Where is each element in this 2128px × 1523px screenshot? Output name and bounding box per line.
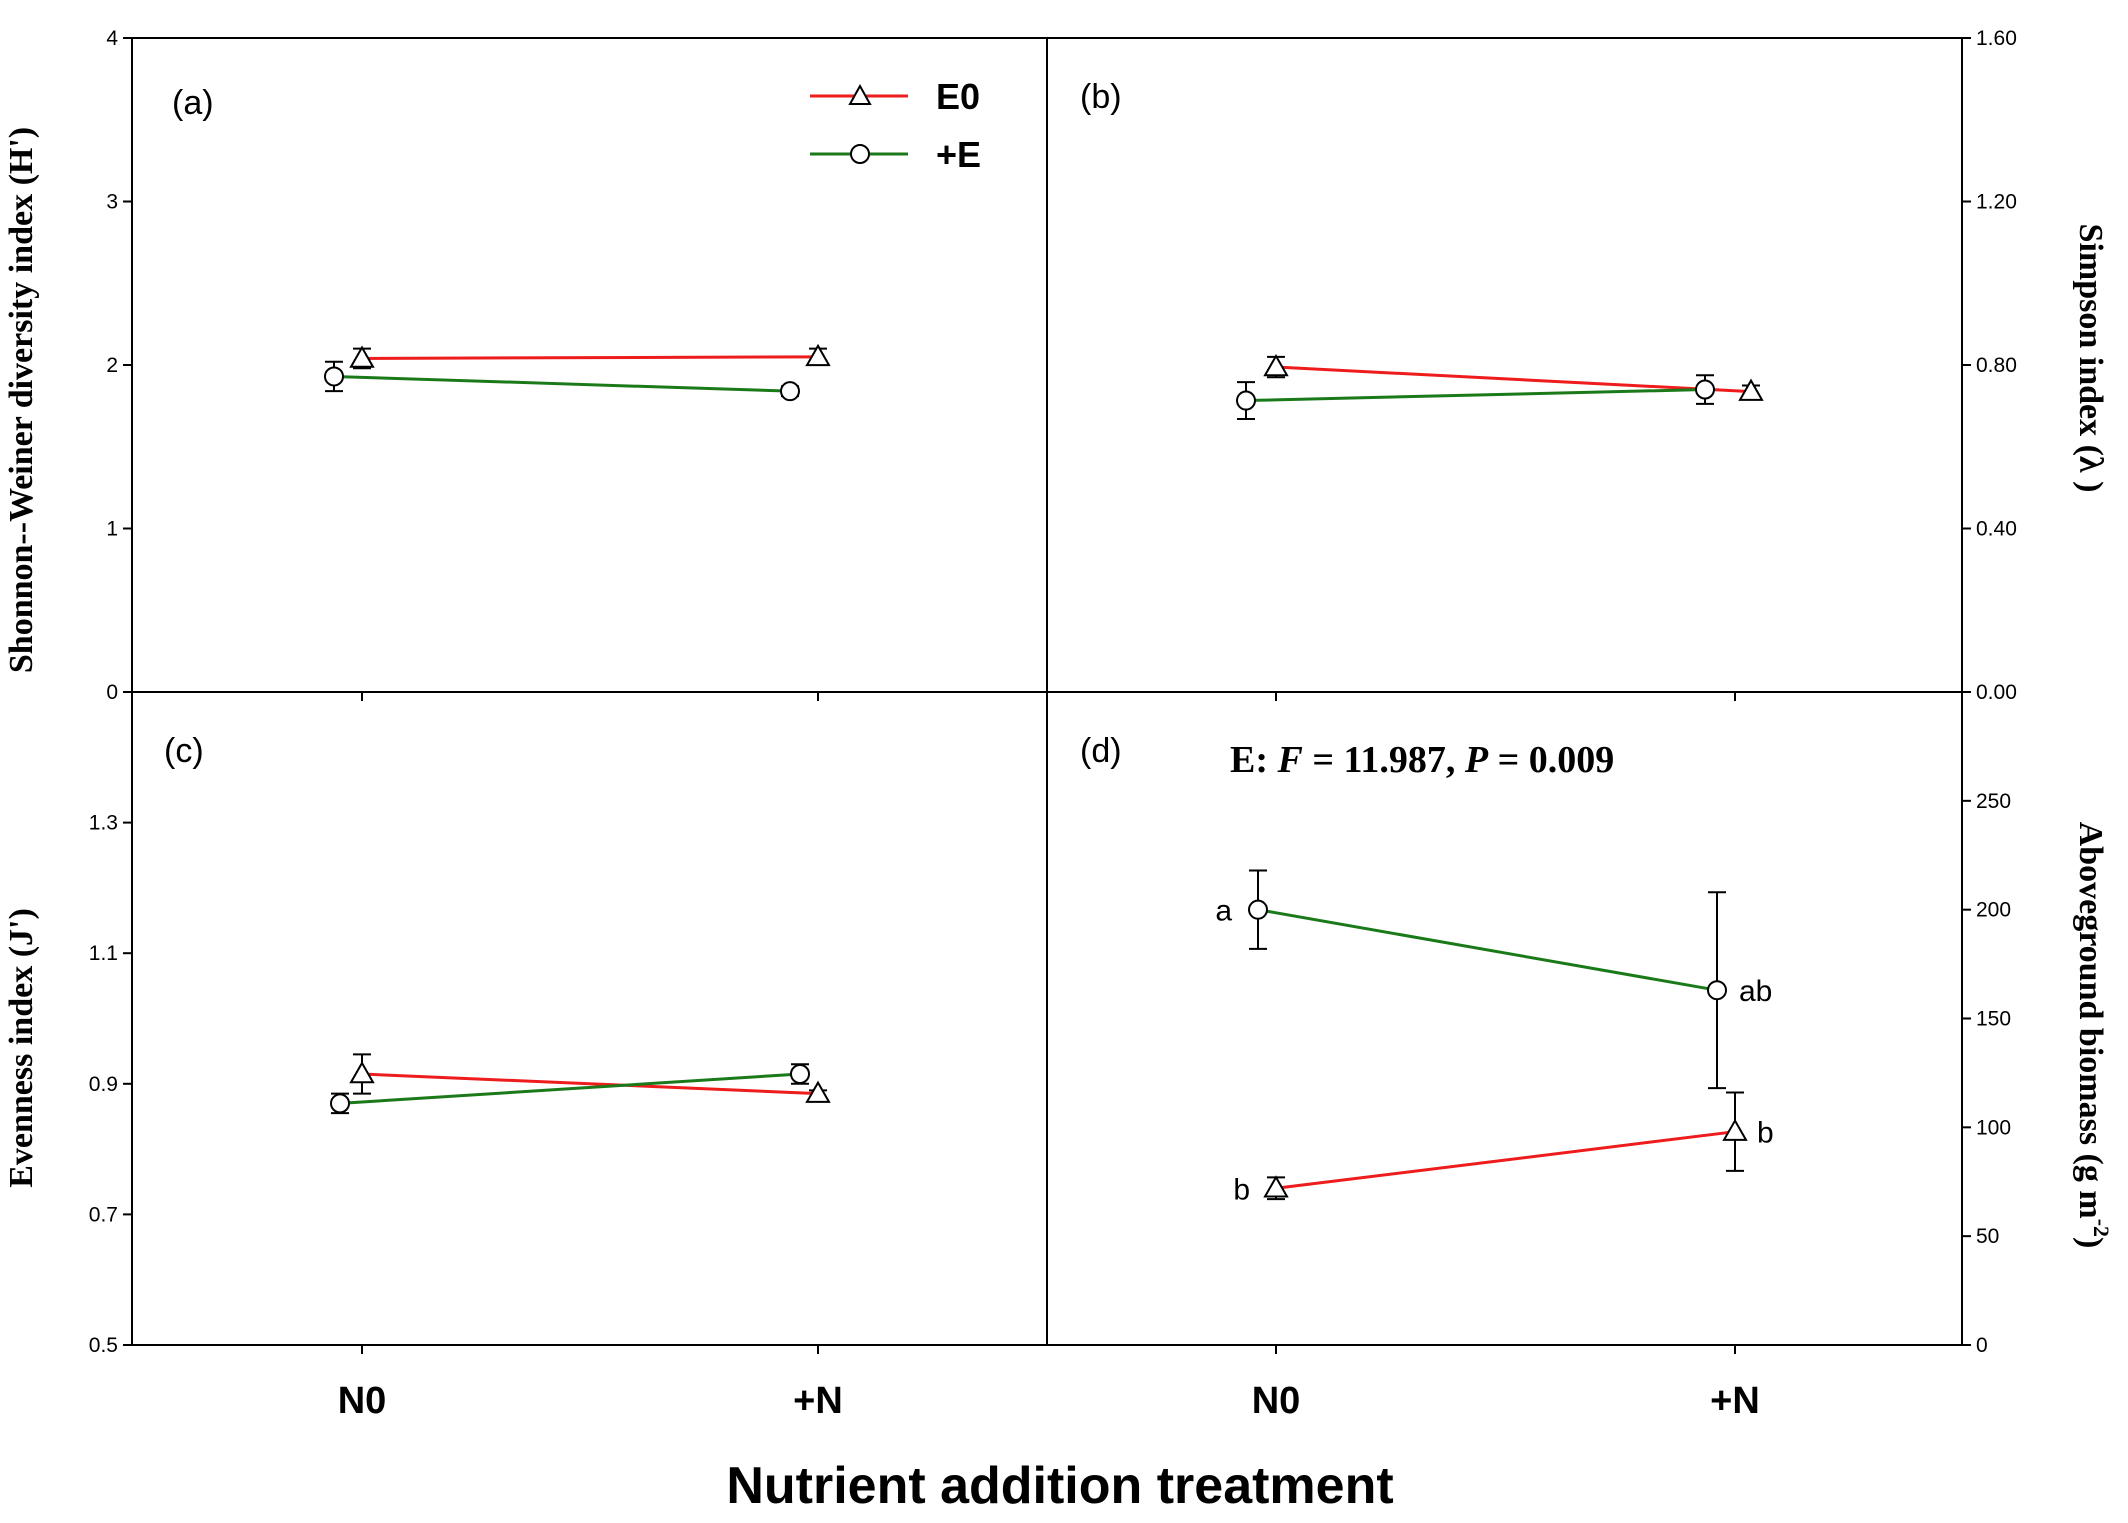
data-point-triangle — [349, 1060, 375, 1084]
series-line — [1275, 365, 1752, 394]
series-e0 — [1263, 354, 1764, 401]
series-plus-e — [324, 360, 800, 402]
y-tick-label: 1.3 — [89, 812, 118, 835]
y-tick-label: 1.1 — [89, 942, 118, 965]
significance-label: b — [1757, 1117, 1774, 1150]
panel-frame — [131, 37, 1963, 1346]
y-axis-title-d-end: ) — [2072, 1237, 2109, 1248]
stat-f-symbol: F — [1277, 739, 1303, 781]
data-point-triangle — [1263, 1175, 1289, 1198]
legend: E0 +E — [810, 76, 981, 175]
data-point-triangle — [805, 1080, 831, 1103]
data-point-circle — [780, 381, 800, 402]
series-line — [1257, 908, 1718, 992]
series-e0: bb — [1233, 1091, 1774, 1206]
y-tick-label: 0 — [106, 681, 118, 704]
y-tick-label: 1.20 — [1976, 191, 2017, 214]
data-point-triangle — [1738, 378, 1764, 401]
data-point-circle — [790, 1064, 810, 1085]
y-tick-label: 50 — [1976, 1225, 1999, 1248]
stat-prefix: E: — [1230, 739, 1278, 781]
y-tick-label: 150 — [1976, 1008, 2011, 1031]
series-line — [1275, 1130, 1736, 1190]
significance-label: b — [1233, 1173, 1250, 1206]
data-point-triangle — [1722, 1118, 1748, 1141]
legend-marker-triangle — [848, 83, 872, 105]
series-e0 — [349, 343, 831, 370]
y-tick-label: 250 — [1976, 790, 2011, 813]
stat-p-value: = 0.009 — [1488, 739, 1614, 781]
panel-tag: (d) — [1080, 732, 1122, 770]
y-tick-label: 0 — [1976, 1334, 1988, 1357]
stat-annotation: E: F = 11.987, P = 0.009 — [1230, 739, 1614, 781]
x-axis-title: Nutrient addition treatment — [726, 1457, 1393, 1515]
y-axis-title-a: Shonnon--Weiner diversity index (H') — [3, 127, 40, 673]
y-tick-label: 0.00 — [1976, 681, 2017, 704]
panel-tag: (c) — [164, 732, 204, 770]
data-point-circle — [1707, 980, 1727, 1001]
data-point-triangle — [349, 345, 375, 368]
y-tick-label: 4 — [106, 27, 118, 50]
y-tick-label: 1 — [106, 518, 118, 541]
y-axis-title-b: Simpson index (λ ) — [2072, 224, 2109, 493]
y-tick-label: 0.40 — [1976, 518, 2017, 541]
x-tick-label: +N — [1710, 1380, 1760, 1422]
y-axis-title-c: Evenness index (J') — [3, 908, 40, 1188]
series-plus-e: a ab — [1215, 869, 1772, 1090]
series-line — [361, 355, 819, 360]
series-line — [333, 374, 791, 393]
data-point-circle — [1236, 390, 1256, 411]
data-point-circle — [330, 1093, 350, 1114]
x-tick-label: +N — [793, 1380, 843, 1422]
legend-marker-circle — [850, 144, 870, 164]
panels: (a) 0 1 2 3 4 E0 +E (b) 0.00 0.40 0.80 1.20 1.60 (c) 0.… — [89, 27, 2017, 1422]
data-point-circle — [324, 366, 344, 387]
series-line — [361, 1072, 819, 1096]
stat-f-value: = 11.987, — [1303, 739, 1465, 781]
panel-c: (c) 0.5 0.7 0.9 1.1 1.3 N0 +N — [89, 732, 843, 1422]
y-tick-label: 0.7 — [89, 1203, 118, 1226]
data-point-triangle — [805, 343, 831, 367]
series-plus-e — [330, 1063, 810, 1115]
panel-b: (b) 0.00 0.40 0.80 1.20 1.60 — [1080, 27, 2017, 704]
data-point-triangle — [1263, 354, 1289, 377]
legend-label: +E — [936, 134, 981, 175]
y-tick-label: 200 — [1976, 899, 2011, 922]
y-tick-label: 100 — [1976, 1116, 2011, 1139]
data-point-circle — [1248, 899, 1268, 920]
x-tick-label: N0 — [1252, 1380, 1301, 1422]
panel-tag: (a) — [172, 84, 214, 122]
y-axis-title-d: Aboveground biomass (g m-2) — [2072, 822, 2114, 1249]
panel-tag: (b) — [1080, 78, 1122, 116]
stat-p-symbol: P — [1464, 739, 1489, 781]
y-tick-label: 0.9 — [89, 1073, 118, 1096]
y-axis-title-d-main: Aboveground biomass (g m — [2072, 822, 2109, 1219]
y-tick-label: 2 — [106, 354, 118, 377]
y-tick-label: 3 — [106, 191, 118, 214]
legend-label: E0 — [936, 76, 980, 117]
x-tick-label: N0 — [338, 1380, 387, 1422]
series-plus-e — [1236, 374, 1715, 420]
significance-label: a — [1215, 895, 1232, 928]
significance-label: ab — [1739, 975, 1772, 1008]
panel-a: (a) 0 1 2 3 4 E0 +E — [106, 27, 981, 704]
data-point-circle — [1695, 379, 1715, 400]
y-axis-title-d-sup: -2 — [2089, 1219, 2114, 1237]
series-line — [339, 1072, 801, 1105]
series-e0 — [349, 1053, 831, 1103]
y-tick-label: 1.60 — [1976, 27, 2017, 50]
y-tick-label: 0.5 — [89, 1334, 118, 1357]
y-tick-label: 0.80 — [1976, 354, 2017, 377]
series-line — [1245, 388, 1706, 403]
